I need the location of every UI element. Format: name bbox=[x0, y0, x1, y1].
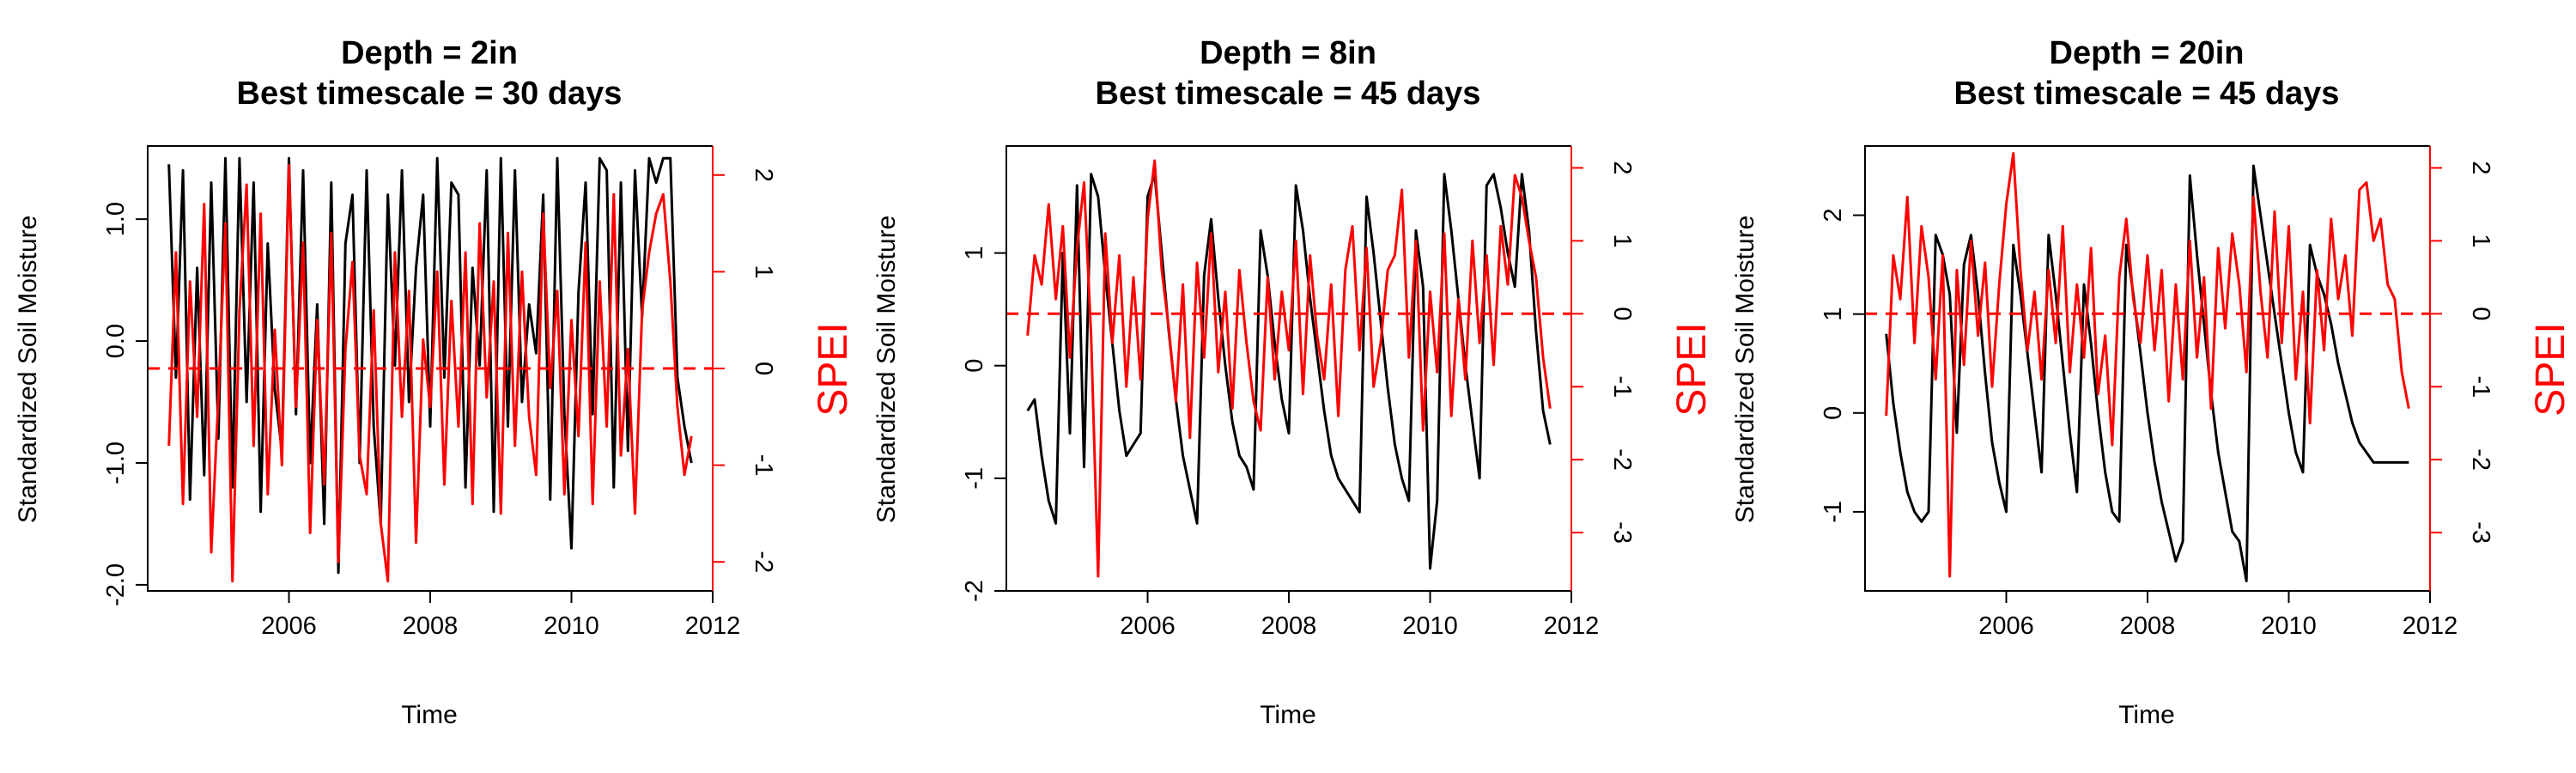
y-tick-label: 0 bbox=[961, 359, 988, 373]
y-tick-label: -2.0 bbox=[102, 563, 130, 606]
panel-title-line-1: Depth = 20in bbox=[2050, 35, 2245, 71]
y2-tick-label: 1 bbox=[2467, 234, 2494, 247]
y2-tick-label: -1 bbox=[2467, 375, 2494, 398]
x-tick-label: 2008 bbox=[2120, 612, 2176, 640]
y2-tick-label: 2 bbox=[1608, 161, 1636, 174]
y2-tick-label: 2 bbox=[2467, 161, 2494, 174]
y2-tick-label: -1 bbox=[1608, 375, 1636, 398]
panel-title-line-2: Best timescale = 45 days bbox=[1954, 76, 2340, 112]
x-tick-label: 2006 bbox=[261, 612, 317, 640]
y-tick-label: 2 bbox=[1820, 209, 1847, 222]
y2-tick-label: 0 bbox=[2467, 307, 2494, 320]
y-axis-title: Standardized Soil Moisture bbox=[872, 216, 901, 524]
x-tick-label: 2010 bbox=[1402, 612, 1458, 640]
y2-tick-label: 2 bbox=[750, 168, 777, 182]
y-tick-label: -1 bbox=[961, 467, 988, 490]
x-axis-title: Time bbox=[2118, 701, 2175, 729]
y2-tick-label: 0 bbox=[1608, 307, 1636, 320]
y-axis-title: Standardized Soil Moisture bbox=[14, 216, 42, 524]
x-tick-label: 2008 bbox=[1261, 612, 1317, 640]
soil-moisture-series-line bbox=[167, 156, 693, 575]
y-tick-label: -1.0 bbox=[102, 441, 130, 484]
plot-area: 2006 2008 2010 2012 -2 -1 0 1 -3 -2 -1 0 1 2 bbox=[961, 145, 1636, 640]
x-axis-title: Time bbox=[401, 701, 458, 729]
y-tick-label: 1 bbox=[961, 247, 988, 260]
y2-tick-label: -2 bbox=[1608, 448, 1636, 471]
panel-3: Depth = 20in Best timescale = 45 days Ti… bbox=[1731, 35, 2573, 729]
y2-axis-title: SPEI bbox=[811, 322, 856, 416]
x-tick-label: 2012 bbox=[685, 612, 741, 640]
x-tick-label: 2012 bbox=[2403, 612, 2458, 640]
panel-2: Depth = 8in Best timescale = 45 days Tim… bbox=[872, 35, 1715, 729]
y-tick-label: -2 bbox=[961, 580, 988, 602]
y-tick-label: 1.0 bbox=[102, 202, 130, 236]
y-tick-label: 1 bbox=[1820, 307, 1847, 321]
x-tick-label: 2006 bbox=[1978, 612, 2034, 640]
y-tick-label: -1 bbox=[1820, 501, 1847, 523]
y-axis-title: Standardized Soil Moisture bbox=[1731, 216, 1759, 524]
y2-tick-label: -2 bbox=[2467, 448, 2494, 471]
y2-tick-label: -2 bbox=[750, 551, 777, 573]
x-tick-label: 2010 bbox=[2261, 612, 2317, 640]
panel-title-line-1: Depth = 8in bbox=[1200, 35, 1376, 71]
y2-tick-label: 1 bbox=[750, 265, 777, 278]
y2-tick-label: 0 bbox=[750, 362, 777, 375]
plot-area: 2006 2008 2010 2012 -1 0 1 2 -3 -2 -1 0 1 2 bbox=[1820, 145, 2494, 640]
y2-tick-label: 1 bbox=[1608, 234, 1636, 247]
y2-tick-label: -3 bbox=[2467, 521, 2494, 544]
plot-area: 2006 2008 2010 2012 -2.0 -1.0 0.0 1.0 -2 -1 0 1 2 bbox=[102, 145, 777, 640]
x-axis-title: Time bbox=[1260, 701, 1316, 729]
panel-title-line-2: Best timescale = 30 days bbox=[237, 76, 623, 112]
y2-tick-label: -1 bbox=[750, 454, 777, 477]
y-tick-label: 0.0 bbox=[102, 324, 130, 358]
y2-axis-title: SPEI bbox=[1669, 322, 1715, 416]
y2-axis-title: SPEI bbox=[2528, 322, 2573, 416]
y-tick-label: 0 bbox=[1820, 406, 1847, 420]
x-tick-label: 2010 bbox=[544, 612, 599, 640]
panel-title-line-2: Best timescale = 45 days bbox=[1096, 76, 1481, 112]
soil-moisture-series-line bbox=[1885, 164, 2409, 582]
x-tick-label: 2008 bbox=[403, 612, 459, 640]
panel-title-line-1: Depth = 2in bbox=[341, 35, 518, 71]
spei-series-line bbox=[1885, 152, 2410, 578]
x-tick-label: 2012 bbox=[1544, 612, 1600, 640]
x-tick-label: 2006 bbox=[1120, 612, 1176, 640]
panel-1: Depth = 2in Best timescale = 30 days Tim… bbox=[14, 35, 856, 729]
y2-tick-label: -3 bbox=[1608, 521, 1636, 544]
